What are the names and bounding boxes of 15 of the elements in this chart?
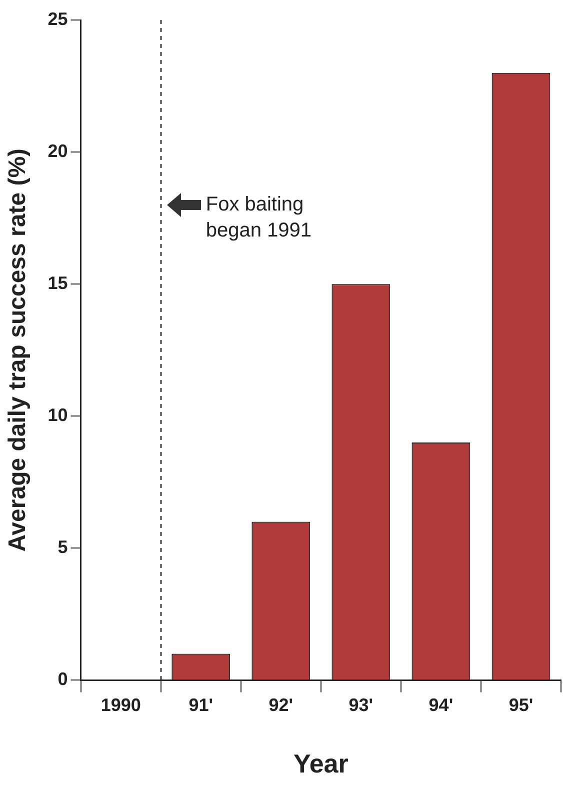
y-tick-label: 20 [48,141,68,162]
y-tick-label: 0 [58,669,68,690]
y-tick-label: 5 [58,537,68,558]
annotation: Fox baiting began 1991 [206,193,312,242]
x-tick-label: 93' [348,694,374,715]
x-axis-title: Year [293,748,348,779]
x-tick-label: 92' [268,694,294,715]
x-tick-label: 1990 [100,694,141,715]
y-tick-label: 10 [48,405,68,426]
y-tick-label: 25 [48,8,68,29]
y-axis-title: Average daily trap success rate (%) [4,148,32,552]
y-tick-label: 15 [48,273,68,294]
x-tick-label: 95' [508,694,534,715]
x-tick-label: 91' [188,694,214,715]
x-tick-label: 94' [428,694,454,715]
